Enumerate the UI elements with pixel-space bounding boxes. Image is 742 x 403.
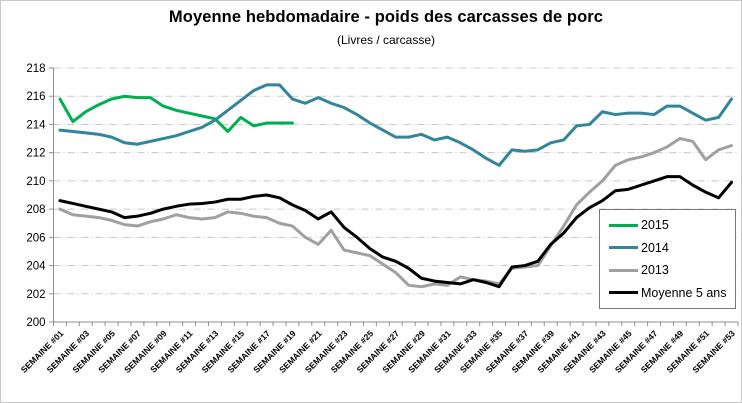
legend-swatch-moyenne-5-ans (609, 291, 638, 295)
y-axis-label: 216 (26, 91, 45, 103)
y-axis-label: 212 (26, 148, 45, 160)
series-line-moyenne-5-ans (58, 175, 734, 289)
legend-swatch-2013 (609, 268, 638, 272)
legend-item-2015[interactable]: 2015 (609, 218, 729, 232)
y-axis-label: 206 (26, 232, 45, 244)
axis-lines (53, 68, 738, 323)
legend-label: 2015 (641, 218, 669, 233)
y-axis-label: 214 (26, 119, 46, 131)
chart-title: Moyenne hebdomadaire - poids des carcass… (168, 8, 604, 26)
legend-label: 2013 (641, 263, 669, 278)
y-axis-label: 200 (26, 317, 45, 329)
y-axis-label: 218 (26, 63, 45, 75)
legend-item-moyenne-5-ans[interactable]: Moyenne 5 ans (609, 286, 729, 300)
legend-swatch-2014 (609, 246, 638, 250)
y-axis-label: 208 (26, 204, 45, 216)
y-axis-label: 204 (26, 261, 46, 273)
legend: 2015 2014 2013 Moyenne 5 ans (599, 209, 736, 309)
legend-item-2013[interactable]: 2013 (609, 263, 729, 277)
y-axis-label: 210 (26, 176, 45, 188)
y-axis-label: 202 (26, 289, 45, 301)
series-line-2014 (58, 83, 734, 167)
series-line-2013 (58, 137, 734, 289)
legend-label: 2014 (641, 240, 669, 255)
legend-item-2014[interactable]: 2014 (609, 241, 729, 255)
legend-swatch-2015 (609, 223, 638, 227)
legend-label: Moyenne 5 ans (641, 285, 727, 300)
chart-subtitle: (Livres / carcasse) (336, 33, 436, 47)
series-line-2015 (58, 94, 294, 133)
